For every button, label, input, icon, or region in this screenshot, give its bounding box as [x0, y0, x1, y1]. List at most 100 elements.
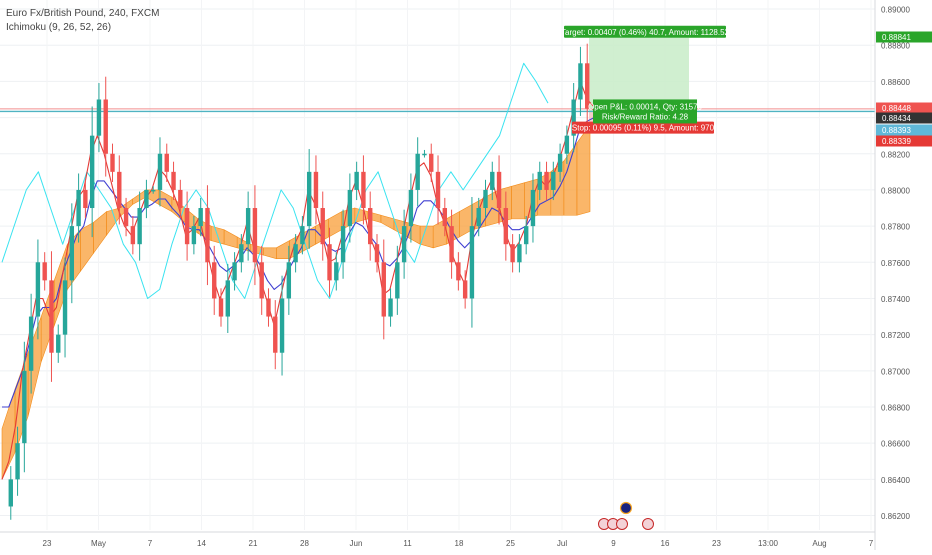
target-label-text: Target: 0.00407 (0.46%) 40.7, Amount: 11…	[561, 28, 730, 37]
candle-body-62	[422, 153, 427, 156]
x-tick-label-7: 11	[403, 539, 412, 548]
candle-body-58	[395, 262, 400, 299]
candle-body-36	[245, 208, 251, 245]
candle-body-12	[83, 189, 88, 209]
x-tick-label-1: May	[91, 539, 106, 548]
candle-body-19	[130, 226, 136, 245]
candle-body-85	[578, 63, 583, 100]
y-tick-label-8: 0.87800	[881, 223, 910, 232]
candle-body-47	[320, 208, 325, 245]
candle-body-40	[273, 316, 278, 353]
candle-body-76	[517, 244, 522, 263]
candle-body-37	[252, 208, 258, 263]
y-tick-label-9: 0.88000	[881, 186, 910, 195]
candle-body-71	[483, 189, 488, 209]
x-tick-label-9: 25	[506, 539, 515, 548]
kijun-line	[2, 117, 595, 408]
x-tick-label-6: Jun	[350, 539, 363, 548]
candle-body-75	[510, 244, 515, 263]
candle-body-82	[557, 153, 563, 172]
candle-body-38	[259, 262, 264, 299]
price-tag-bg-2	[876, 112, 932, 124]
candle-body-23	[157, 153, 163, 190]
y-tick-label-0: 0.86200	[881, 512, 910, 521]
candle-body-16	[110, 153, 115, 172]
candle-body-24	[164, 153, 169, 172]
candle-body-29	[198, 208, 203, 227]
candle-body-11	[76, 189, 81, 227]
candle-body-13	[89, 135, 95, 209]
candle-body-49	[334, 262, 339, 281]
candle-body-1	[8, 479, 13, 507]
candle-body-2	[15, 443, 20, 480]
candle-body-56	[381, 262, 386, 317]
candle-body-72	[490, 171, 495, 190]
price-tag-bg-4	[876, 135, 932, 147]
tenkan-line	[1, 80, 595, 480]
candle-body-7	[49, 280, 54, 353]
candles	[8, 43, 597, 520]
x-tick-label-2: 7	[148, 539, 153, 548]
candle-body-8	[56, 334, 61, 353]
y-tick-label-12: 0.88600	[881, 78, 910, 87]
candle-body-54	[368, 208, 373, 245]
ratio-text: Risk/Reward Ratio: 4.28	[602, 112, 689, 121]
candle-body-48	[327, 244, 332, 281]
candle-body-77	[523, 226, 529, 245]
y-tick-label-7: 0.87600	[881, 259, 910, 268]
indicator-label[interactable]: Ichimoku (9, 26, 52, 26)	[6, 22, 112, 33]
candle-body-15	[103, 99, 108, 154]
candle-body-70	[476, 208, 481, 227]
candle-body-39	[266, 298, 271, 317]
symbol-title[interactable]: Euro Fx/British Pound, 240, FXCM	[6, 8, 160, 19]
candle-body-79	[537, 171, 542, 190]
stop-label-text: Stop: 0.00095 (0.11%) 9.5, Amount: 970	[572, 124, 715, 133]
pnl-label: Open P&L: 0.00014, Qty: 31578Risk/Reward…	[588, 99, 702, 124]
candle-body-25	[171, 171, 176, 190]
candle-body-9	[62, 280, 68, 335]
candle-body-5	[35, 262, 41, 317]
candle-body-83	[564, 135, 570, 154]
candle-body-18	[123, 208, 129, 227]
y-tick-label-5: 0.87200	[881, 331, 910, 340]
price-tag-3: 0.88393	[876, 124, 932, 136]
candle-body-64	[435, 171, 441, 209]
x-tick-label-8: 18	[455, 539, 464, 548]
candle-body-35	[239, 244, 244, 263]
candle-body-61	[415, 153, 420, 190]
candle-body-32	[218, 298, 224, 317]
x-tick-label-14: 13:00	[758, 539, 779, 548]
y-tick-label-14: 0.89000	[881, 6, 910, 15]
cloud-segment-32	[419, 225, 434, 249]
candle-body-55	[374, 244, 380, 263]
candle-body-14	[96, 99, 102, 136]
time-axis: 23 May 7 14 21 28 Jun 11 18 25 Jul 9 16 23 13:00 Aug 7	[0, 531, 875, 548]
y-tick-label-6: 0.87400	[881, 295, 910, 304]
candle-body-20	[137, 208, 142, 245]
pnl-text: Open P&L: 0.00014, Qty: 31578	[588, 102, 702, 111]
y-tick-label-13: 0.88800	[881, 42, 910, 51]
price-tag-bg-0	[876, 31, 932, 43]
candle-body-4	[28, 316, 34, 371]
target-label: Target: 0.00407 (0.46%) 40.7, Amount: 11…	[561, 25, 730, 38]
event-flag-icon-3	[642, 518, 654, 530]
target-label-bg	[564, 25, 726, 38]
candle-body-6	[42, 262, 47, 281]
candle-body-63	[429, 153, 434, 172]
price-tag-4: 0.88339	[876, 135, 932, 147]
price-tag-2: 0.88434	[876, 112, 932, 124]
candle-body-81	[551, 171, 556, 190]
y-tick-label-2: 0.86600	[881, 440, 910, 449]
candle-body-17	[117, 171, 122, 209]
price-tag-0: 0.88841	[876, 31, 932, 43]
event-markers[interactable]	[598, 501, 654, 530]
stop-label: Stop: 0.00095 (0.11%) 9.5, Amount: 970	[572, 121, 715, 134]
candle-body-51	[347, 189, 353, 227]
candle-body-86	[585, 63, 590, 109]
candle-body-80	[544, 171, 549, 190]
candle-body-78	[530, 189, 536, 227]
candle-body-41	[279, 298, 285, 353]
x-tick-label-12: 16	[661, 539, 670, 548]
